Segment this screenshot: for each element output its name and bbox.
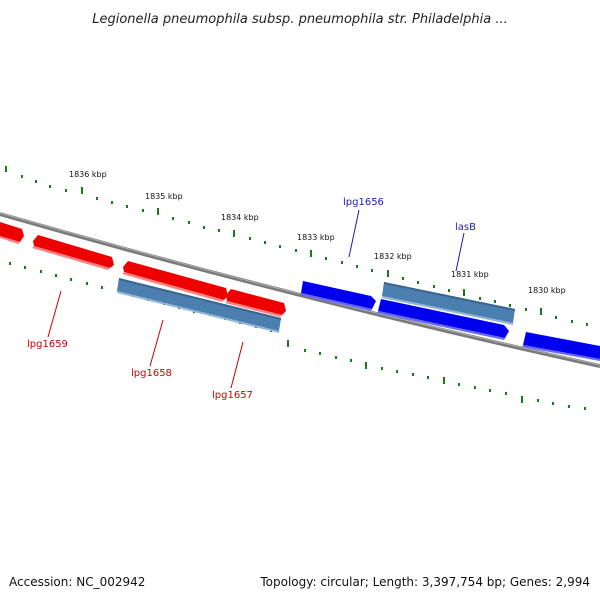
- kbp-label: 1832 kbp: [374, 252, 412, 261]
- kbp-label: 1834 kbp: [221, 213, 259, 222]
- leader-line-lpg1656: [348, 209, 360, 258]
- gene-feature-steelblue-1[interactable]: [117, 278, 281, 333]
- chromosome-backbone: [0, 212, 600, 368]
- leader-line-lpg1659: [47, 290, 62, 338]
- gene-feature-blue-2[interactable]: [377, 299, 509, 340]
- genome-summary-text: Topology: circular; Length: 3,397,754 bp…: [259, 575, 590, 589]
- leader-line-lpg1657: [230, 341, 244, 389]
- gene-label-lasB[interactable]: lasB: [455, 222, 476, 233]
- gene-feature-red-2[interactable]: [32, 235, 114, 270]
- gene-label-lpg1656[interactable]: lpg1656: [343, 197, 384, 208]
- gene-label-lpg1657[interactable]: lpg1657: [212, 390, 253, 401]
- outer-tick-track: [5, 166, 588, 326]
- leader-line-lpg1658: [149, 319, 164, 367]
- gene-feature-steelblue-2[interactable]: [382, 282, 515, 325]
- gene-label-lpg1659[interactable]: lpg1659: [27, 339, 68, 350]
- kbp-label: 1836 kbp: [69, 170, 107, 179]
- gene-feature-red-3[interactable]: [122, 261, 228, 302]
- gene-label-lpg1658[interactable]: lpg1658: [131, 368, 172, 379]
- gene-feature-red-4[interactable]: [225, 289, 286, 317]
- map-title: Legionella pneumophila subsp. pneumophil…: [92, 12, 508, 27]
- accession-text: Accession: NC_002942: [9, 575, 145, 589]
- kbp-label: 1831 kbp: [451, 270, 489, 279]
- kbp-label: 1835 kbp: [145, 192, 183, 201]
- gene-feature-blue-1[interactable]: [300, 281, 376, 311]
- kbp-label: 1830 kbp: [528, 286, 566, 295]
- leader-line-lasB: [455, 232, 465, 272]
- gene-feature-red-1[interactable]: [0, 222, 24, 244]
- kbp-label: 1833 kbp: [297, 233, 335, 242]
- gene-feature-blue-3[interactable]: [522, 332, 600, 361]
